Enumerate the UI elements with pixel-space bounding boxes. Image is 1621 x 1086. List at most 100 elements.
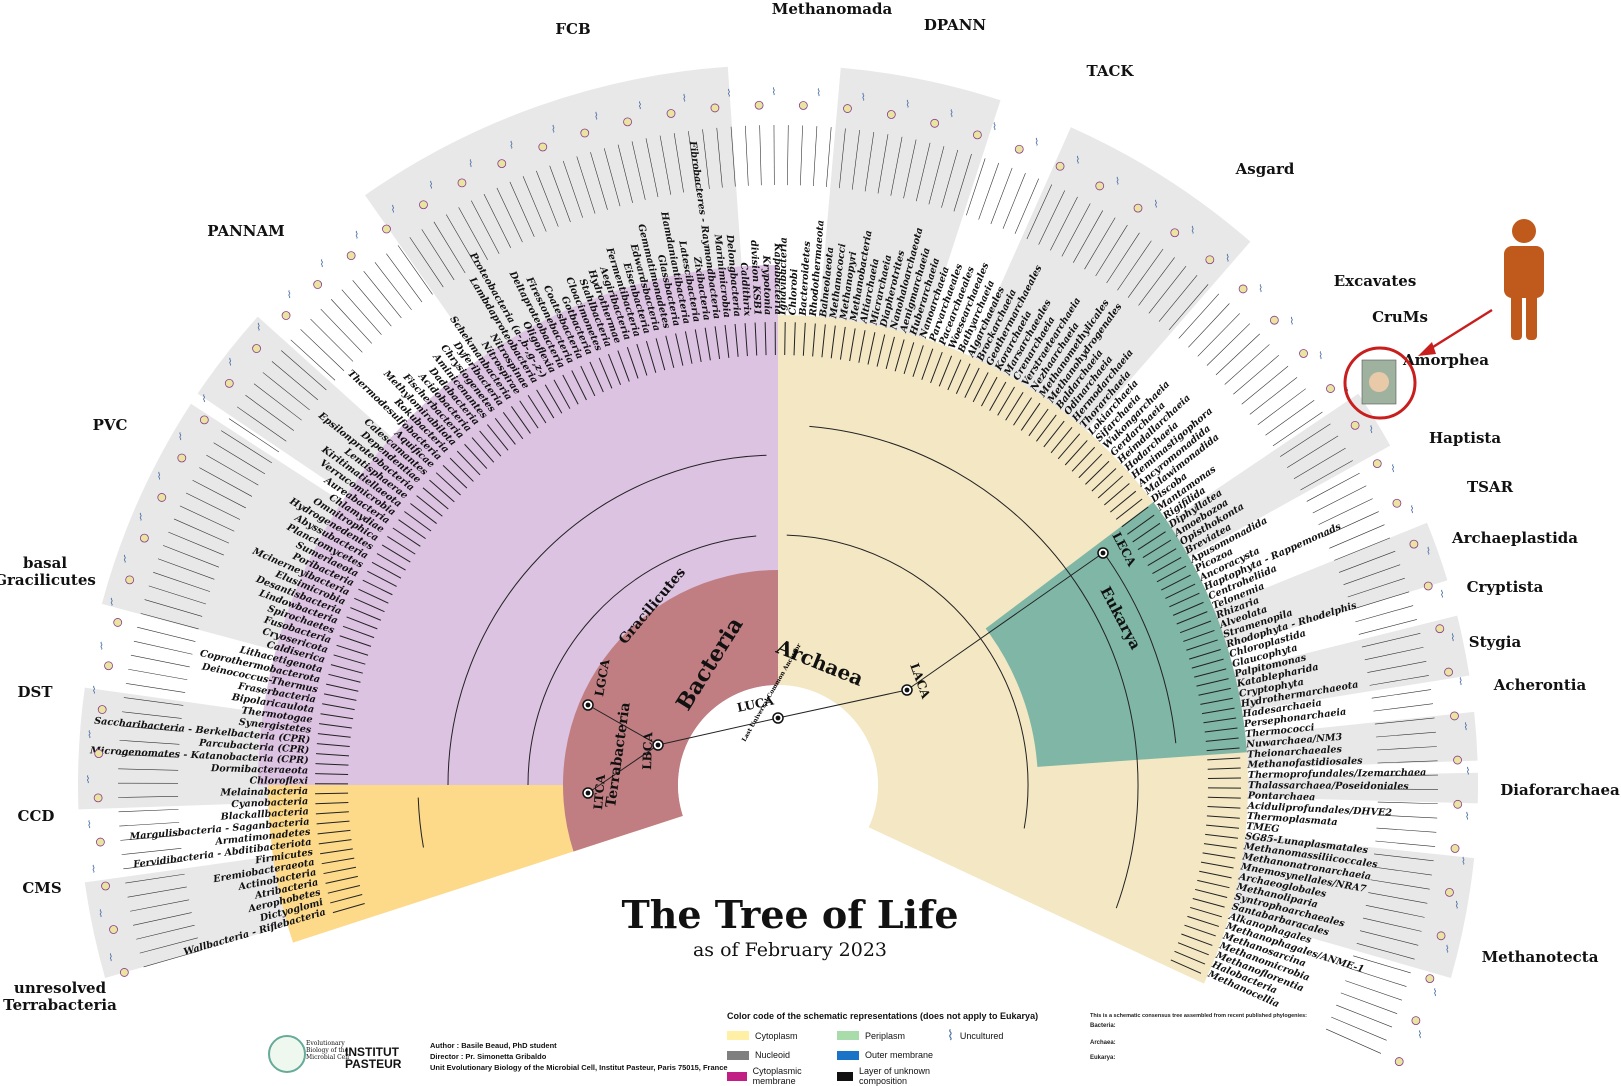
organism-icon (1270, 316, 1278, 324)
leader-line (119, 822, 179, 826)
dna-icon: ⌇ (1410, 505, 1415, 516)
leader-line (813, 126, 817, 186)
organism-icon (1373, 460, 1381, 468)
clade-label-crums: CruMs (1372, 308, 1428, 326)
clade-label-diaforarchaea: Diaforarchaea (1500, 781, 1620, 799)
dna-icon: ⌇ (92, 686, 97, 697)
clade-label-archaeplastida: Archaeplastida (1451, 529, 1578, 547)
dna-icon: ⌇ (1440, 589, 1445, 600)
legend-item-uncultured: ⌇Uncultured (947, 1027, 1087, 1044)
clade-label-fcb: FCB (555, 20, 590, 38)
organism-icon (1015, 145, 1023, 153)
organism-icon (96, 838, 104, 846)
taxon-label: Melainabacteria (219, 786, 308, 799)
dna-icon: ⌇ (256, 323, 261, 334)
clade-label-cryptista: Cryptista (1467, 578, 1544, 596)
dna-icon: ⌇ (429, 181, 434, 192)
leader-line (745, 126, 748, 186)
dna-icon: ⌇ (1417, 1030, 1422, 1041)
pasteur-logo: INSTITUT PASTEUR (345, 1046, 401, 1070)
organism-icon (120, 968, 128, 976)
dna-icon: ⌇ (1225, 254, 1230, 265)
references-intro: This is a schematic consensus tree assem… (1090, 1013, 1370, 1020)
taxon-label: Krypotonia (760, 254, 773, 315)
dna-icon: ⌇ (1450, 633, 1455, 644)
organism-icon (94, 794, 102, 802)
organism-icon (711, 104, 719, 112)
dna-icon: ⌇ (992, 122, 997, 133)
color-legend: Color code of the schematic representati… (727, 1011, 1087, 1086)
ref-archaea-label: Archaea: (1090, 1040, 1116, 1046)
organism-icon (755, 101, 763, 109)
leader-line (1341, 993, 1397, 1014)
organism-icon (347, 252, 355, 260)
dna-icon: ⌇ (905, 99, 910, 110)
organism-icon (539, 143, 547, 151)
dna-icon: ⌇ (122, 555, 127, 566)
organism-icon (1426, 975, 1434, 983)
dna-icon: ⌇ (816, 88, 821, 99)
organism-icon (1300, 349, 1308, 357)
dna-icon: ⌇ (1190, 225, 1195, 236)
clade-label-methanotecta: Methanotecta (1482, 948, 1599, 966)
dna-icon: ⌇ (108, 953, 113, 964)
dna-icon: ⌇ (1258, 284, 1263, 295)
page-subtitle: as of February 2023 (560, 939, 1020, 961)
organism-icon (102, 882, 110, 890)
leader-line (1313, 486, 1366, 513)
organism-icon (581, 129, 589, 137)
organism-icon (1206, 256, 1214, 264)
clade-label-cms: CMS (22, 879, 61, 897)
organism-icon (973, 131, 981, 139)
organism-icon (1445, 888, 1453, 896)
dna-icon: ⌇ (354, 231, 359, 242)
organism-icon (382, 225, 390, 233)
leader-line (353, 280, 392, 326)
dna-icon: ⌇ (1318, 351, 1323, 362)
leader-line (1188, 304, 1229, 348)
leader-line (1373, 704, 1433, 711)
leader-line (1198, 313, 1240, 356)
ref-eukarya-label: Eukarya: (1090, 1055, 1115, 1061)
dna-icon: ⌇ (1075, 156, 1080, 167)
organism-icon (1056, 162, 1064, 170)
amorphea-highlight (1345, 348, 1415, 418)
legend-item-outer-membrane: Outer membrane (837, 1050, 947, 1060)
organism-icon (253, 345, 261, 353)
organism-icon (282, 312, 290, 320)
organism-icon (667, 109, 675, 117)
organism-icon (1326, 385, 1334, 393)
organism-icon (1450, 712, 1458, 720)
leader-line (1225, 344, 1270, 384)
clade-label-pannam: PANNAM (207, 222, 285, 240)
clade-label-pvc: PVC (93, 416, 128, 434)
leader-line (119, 809, 179, 811)
leader-line (1319, 499, 1373, 525)
dna-icon: ⌇ (99, 641, 104, 652)
dna-icon: ⌇ (468, 159, 473, 170)
leader-line (126, 683, 185, 692)
leader-line (364, 271, 402, 318)
organism-icon (95, 750, 103, 758)
legend-item-cytoplasmic-membrane: Cytoplasmic membrane (727, 1066, 837, 1086)
leader-line (1372, 690, 1431, 699)
organism-icon (1171, 229, 1179, 237)
dna-icon: ⌇ (682, 93, 687, 104)
leader-line (800, 125, 802, 185)
dna-icon: ⌇ (1369, 425, 1374, 436)
leader-line (1375, 841, 1435, 847)
dna-icon: ⌇ (320, 259, 325, 270)
dna-icon: ⌇ (594, 111, 599, 122)
organism-icon (1451, 844, 1459, 852)
dna-icon: ⌇ (91, 865, 96, 876)
clade-label-haptista: Haptista (1429, 429, 1501, 447)
credits-block: Author : Basile Beaud, PhD student Direc… (430, 1040, 728, 1073)
leader-line (760, 125, 762, 185)
dna-icon: ⌇ (1463, 722, 1468, 733)
leader-line (1378, 802, 1438, 804)
dna-icon: ⌇ (1465, 812, 1470, 823)
dna-icon: ⌇ (771, 87, 776, 98)
dna-icon: ⌇ (98, 909, 103, 920)
clade-label-ccd: CCD (18, 807, 55, 825)
